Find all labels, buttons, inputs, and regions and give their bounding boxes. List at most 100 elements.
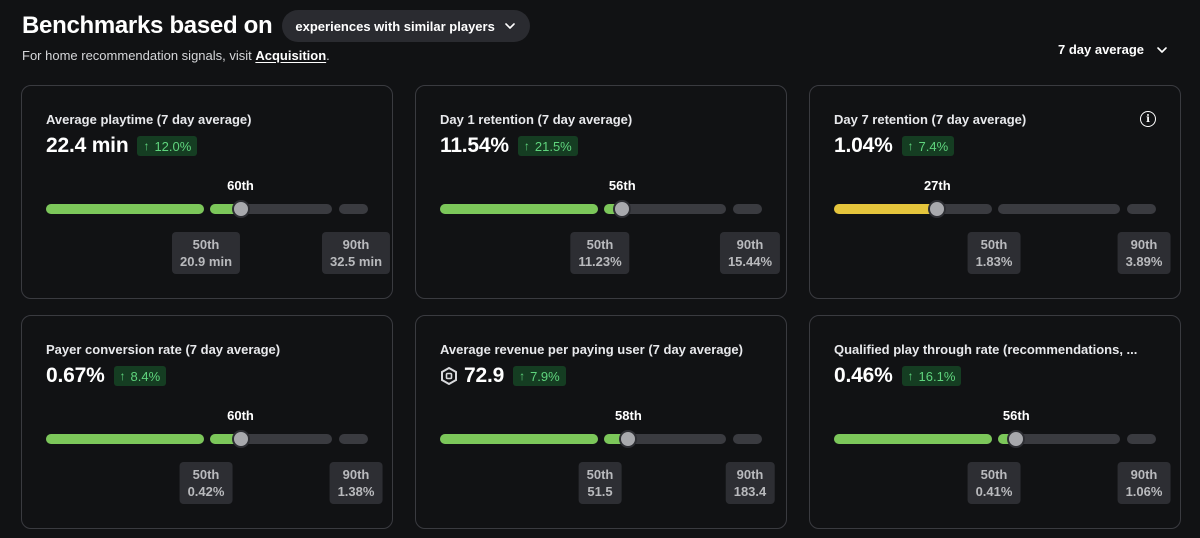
bar-fill	[604, 204, 623, 214]
benchmark-p50-value: 1.83%	[975, 254, 1013, 269]
page-title: Benchmarks based on	[22, 12, 273, 39]
arrow-up-icon: ↑	[119, 369, 126, 383]
benchmark-p90: 90th 1.06%	[1117, 462, 1171, 504]
arrow-up-icon: ↑	[143, 139, 150, 153]
benchmark-p90: 90th 15.44%	[719, 232, 781, 274]
benchmark-p50: 50th 51.5	[578, 462, 622, 504]
bar-fill	[604, 434, 629, 444]
bar-segment-mid	[998, 434, 1120, 444]
benchmark-p90-value: 3.89%	[1125, 254, 1163, 269]
percentile-label: 60th	[227, 408, 254, 423]
percentile-knob	[231, 200, 250, 218]
delta-value: 7.9%	[530, 368, 560, 384]
benchmark-p90-label: 90th	[342, 467, 370, 482]
benchmark-p90-value: 183.4	[733, 484, 767, 499]
percentile-bar	[46, 430, 368, 448]
comparison-selector[interactable]: experiences with similar players	[282, 10, 530, 42]
benchmark-p50-label: 50th	[586, 237, 614, 252]
bar-segment-high	[339, 434, 368, 444]
comparison-selector-label: experiences with similar players	[295, 18, 495, 34]
percentile-bar	[46, 200, 368, 218]
benchmark-p90-label: 90th	[342, 237, 370, 252]
metric-value: 22.4 min	[46, 134, 129, 157]
bar-segment-high	[1127, 434, 1156, 444]
benchmark-card: Day 7 retention (7 day average) i 1.04% ↑ 7.…	[809, 85, 1181, 299]
period-selector[interactable]: 7 day average	[1058, 42, 1168, 57]
bar-segment-mid	[998, 204, 1120, 214]
benchmark-card: Day 1 retention (7 day average) 11.54% ↑ 21…	[415, 85, 787, 299]
card-title: Average revenue per paying user (7 day a…	[440, 342, 743, 357]
robux-icon	[441, 367, 457, 385]
page-header: Benchmarks based on experiences with sim…	[22, 10, 530, 63]
card-title: Payer conversion rate (7 day average)	[46, 342, 281, 357]
benchmark-p50-label: 50th	[980, 467, 1008, 482]
benchmark-p90: 90th 1.38%	[329, 462, 383, 504]
delta-badge: ↑ 8.4%	[113, 366, 167, 386]
benchmark-p90-value: 32.5 min	[329, 254, 383, 269]
benchmark-p50-value: 0.42%	[187, 484, 225, 499]
value-row: 0.46% ↑ 16.1%	[834, 364, 962, 388]
bar-segment-high	[733, 204, 762, 214]
info-icon[interactable]: i	[1140, 111, 1156, 127]
bar-fill	[834, 204, 938, 214]
delta-badge: ↑ 21.5%	[517, 136, 578, 156]
delta-value: 7.4%	[918, 138, 949, 154]
benchmark-card: Average revenue per paying user (7 day a…	[415, 315, 787, 529]
benchmark-p90-label: 90th	[736, 237, 764, 252]
delta-badge: ↑ 7.4%	[901, 136, 955, 156]
percentile-knob	[619, 430, 638, 448]
bar-fill	[210, 434, 241, 444]
benchmark-p50-value: 0.41%	[975, 484, 1013, 499]
chevron-down-icon	[1157, 46, 1167, 53]
bar-fill	[440, 434, 598, 444]
arrow-up-icon: ↑	[907, 369, 914, 383]
percentile-knob	[231, 430, 250, 448]
bar-fill	[46, 204, 204, 214]
bar-segment-mid	[604, 204, 726, 214]
metric-value: 0.67%	[46, 364, 105, 387]
value-row: 0.67% ↑ 8.4%	[46, 364, 167, 388]
benchmark-p90: 90th 3.89%	[1117, 232, 1171, 274]
benchmark-p90-value: 15.44%	[727, 254, 773, 269]
chevron-down-icon	[505, 23, 515, 29]
benchmark-p50-label: 50th	[980, 237, 1008, 252]
benchmark-p50-label: 50th	[192, 467, 220, 482]
card-title: Day 1 retention (7 day average)	[440, 112, 633, 127]
benchmark-p90: 90th 32.5 min	[321, 232, 391, 274]
bar-segment-high	[339, 204, 368, 214]
delta-value: 16.1%	[918, 368, 956, 384]
benchmark-p90-label: 90th	[1130, 467, 1158, 482]
benchmark-p50: 50th 0.41%	[967, 462, 1021, 504]
percentile-bar	[440, 430, 762, 448]
percentile-bar	[440, 200, 762, 218]
benchmark-p50-value: 51.5	[587, 484, 613, 499]
benchmark-grid: Average playtime (7 day average) 22.4 min…	[21, 85, 1181, 529]
percentile-label: 27th	[923, 178, 951, 193]
bar-segment-high	[1127, 204, 1156, 214]
benchmark-p50-label: 50th	[192, 237, 220, 252]
benchmark-p50: 50th 20.9 min	[171, 232, 241, 274]
benchmark-card: Average playtime (7 day average) 22.4 min…	[21, 85, 393, 299]
delta-badge: ↑ 7.9%	[513, 366, 566, 386]
subtitle-text: For home recommendation signals, visit	[22, 48, 256, 63]
benchmark-card: Qualified play through rate (recommendat…	[809, 315, 1181, 529]
benchmark-p50-label: 50th	[586, 467, 614, 482]
percentile-bar	[834, 430, 1156, 448]
arrow-up-icon: ↑	[907, 139, 914, 153]
subtitle-suffix: .	[326, 48, 330, 63]
card-title: Qualified play through rate (recommendat…	[834, 342, 1138, 357]
benchmark-p50: 50th 1.83%	[967, 232, 1021, 274]
bar-fill	[210, 204, 241, 214]
value-row: 11.54% ↑ 21.5%	[440, 134, 578, 158]
title-row: Benchmarks based on experiences with sim…	[22, 10, 530, 42]
benchmark-p90: 90th 183.4	[725, 462, 775, 504]
delta-value: 12.0%	[154, 138, 192, 154]
benchmark-p50: 50th 11.23%	[570, 232, 630, 274]
arrow-up-icon: ↑	[523, 139, 530, 153]
bar-segment-high	[733, 434, 762, 444]
benchmark-p50: 50th 0.42%	[179, 462, 233, 504]
acquisition-link[interactable]: Acquisition	[255, 48, 327, 63]
percentile-label: 56th	[1002, 408, 1030, 423]
percentile-label: 56th	[608, 178, 636, 193]
value-row: 72.9 ↑ 7.9%	[440, 364, 566, 388]
